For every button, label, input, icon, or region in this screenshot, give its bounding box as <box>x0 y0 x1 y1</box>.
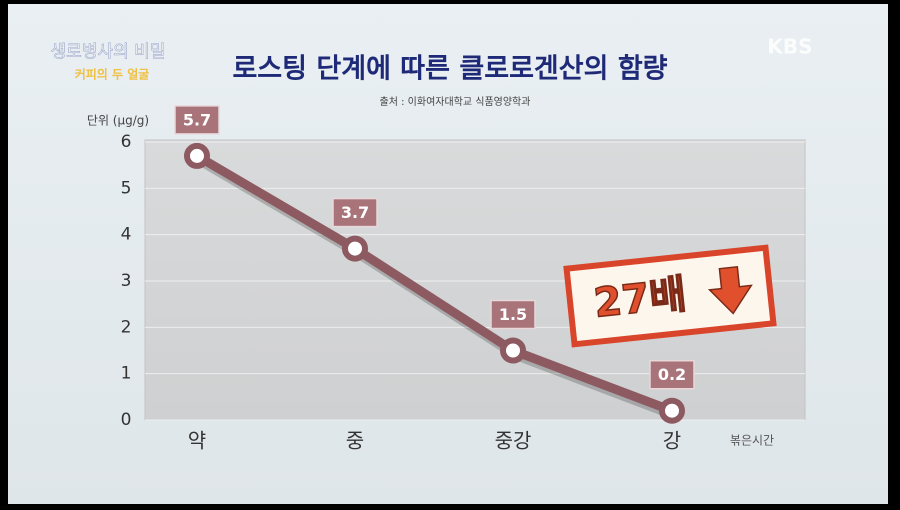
point <box>500 337 526 364</box>
y-tick-label: 3 <box>121 271 132 291</box>
value-label-box <box>490 299 536 330</box>
y-axis-label: 단위 (μg/g) <box>87 114 149 128</box>
y-tick-label: 2 <box>121 317 132 337</box>
down-arrow <box>707 265 753 315</box>
value-label-box <box>174 105 220 135</box>
annotation-badge: 27배 <box>563 244 777 348</box>
y-tick-label: 5 <box>121 178 132 198</box>
series: 5.7 3.7 1.5 0.2 <box>174 105 695 424</box>
x-tick-label: 중강 <box>495 429 532 453</box>
value-label-box <box>649 359 695 390</box>
annotation: 27배 <box>592 271 689 326</box>
line <box>194 152 674 415</box>
chart-subtitle: 출처 : 이화여자대학교 식품영양학과 <box>380 96 531 108</box>
point <box>659 397 685 424</box>
point <box>342 235 368 262</box>
episode-logo: 커피의 두 얼굴 <box>75 67 150 82</box>
value-label: 5.7 <box>183 110 211 129</box>
value-label: 1.5 <box>499 305 527 324</box>
y-tick-label: 0 <box>121 410 132 430</box>
value-label-box <box>332 197 378 228</box>
x-tick-label: 강 <box>663 429 681 453</box>
x-tick-label: 약 <box>188 429 206 453</box>
value-label: 3.7 <box>341 203 369 222</box>
y-tick-label: 4 <box>121 225 132 245</box>
chart-title: 로스팅 단계에 따른 클로로겐산의 함량 <box>232 54 667 85</box>
point <box>184 142 210 169</box>
program-logo: 생로병사의 비밀 <box>51 42 166 62</box>
value-label: 0.2 <box>658 365 686 384</box>
channel-logo: KBS <box>767 35 812 59</box>
y-tick-label: 1 <box>121 364 132 384</box>
x-axis-label: 볶은시간 <box>730 434 774 448</box>
x-tick-label: 중 <box>346 429 364 453</box>
y-tick-label: 6 <box>121 132 132 152</box>
